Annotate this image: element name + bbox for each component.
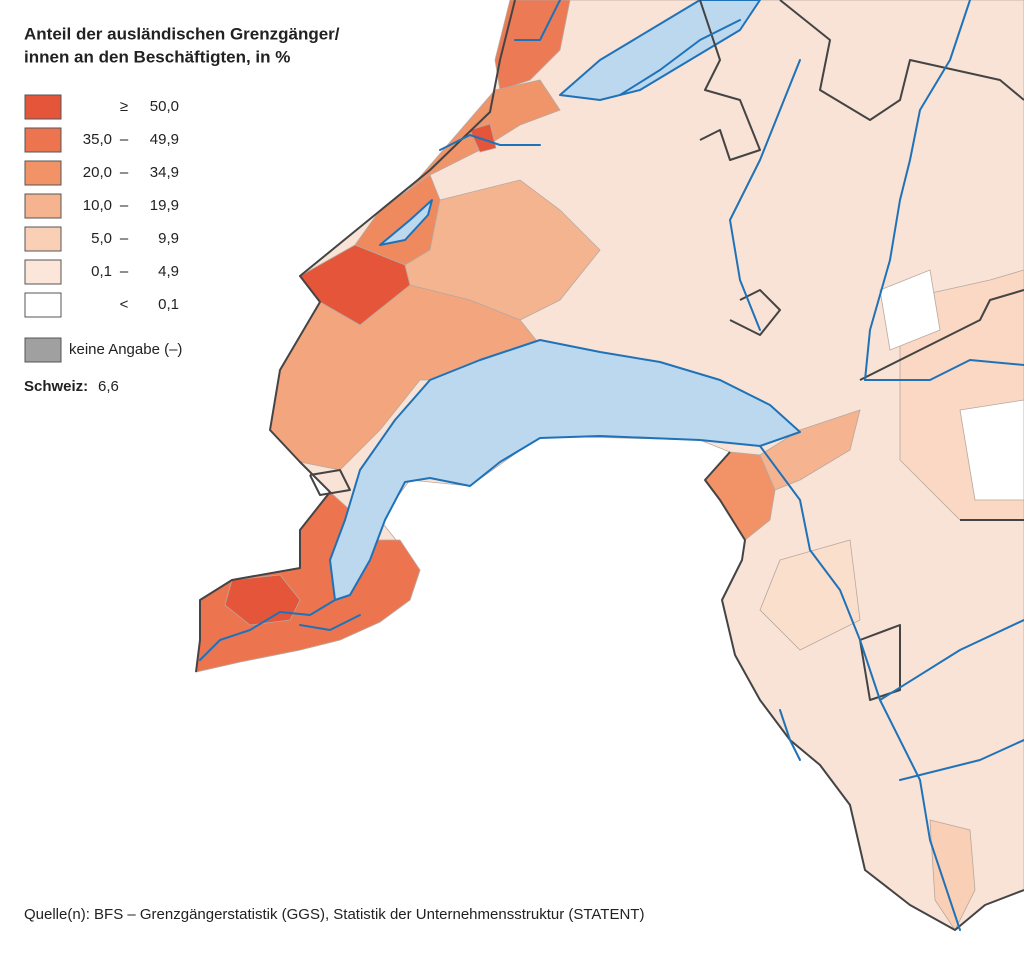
legend-symbol: – <box>120 131 129 148</box>
map <box>195 0 1024 931</box>
legend-low: 5,0 <box>91 230 112 247</box>
legend-swatch <box>24 160 62 186</box>
canton-border <box>729 289 781 336</box>
legend-symbol: – <box>120 263 129 280</box>
title-line: innen an den Beschäftigten, in % <box>24 47 290 66</box>
zone <box>929 819 976 931</box>
legend-symbol: – <box>120 164 129 181</box>
canton-border <box>309 469 351 496</box>
zone <box>959 399 1024 501</box>
canton-border <box>779 0 1024 121</box>
river <box>864 359 1024 381</box>
legend-high: 9,9 <box>158 230 179 247</box>
zone <box>879 269 941 351</box>
lake-bienne <box>379 199 433 246</box>
title-line: Anteil der ausländischen Grenzgänger/ <box>24 24 340 43</box>
legend-symbol: – <box>120 197 129 214</box>
legend-symbol: – <box>120 230 129 247</box>
legend: Anteil der ausländischen Grenzgänger/ in… <box>24 24 340 395</box>
legend-high: 19,9 <box>150 197 179 214</box>
summary-value: 6,6 <box>98 378 119 395</box>
legend-swatch <box>24 193 62 219</box>
legend-swatch <box>24 337 62 363</box>
canton-border <box>704 451 1024 931</box>
river <box>864 0 971 381</box>
legend-symbol: ≥ <box>120 98 128 115</box>
zone <box>759 539 861 651</box>
source: Quelle(n): BFS – Grenzgängerstatistik (G… <box>24 906 644 923</box>
river <box>439 134 541 151</box>
zone <box>494 0 571 91</box>
legend-high: 34,9 <box>150 164 179 181</box>
river <box>299 614 361 631</box>
legend-low: 35,0 <box>83 131 112 148</box>
zone <box>469 123 497 153</box>
river <box>514 0 561 41</box>
legend-high: 4,9 <box>158 263 179 280</box>
legend-low: 10,0 <box>83 197 112 214</box>
legend-swatch <box>24 259 62 285</box>
zone <box>759 409 861 491</box>
lake-geneva <box>329 339 801 601</box>
river <box>729 59 801 331</box>
canton-border <box>859 624 901 701</box>
zone <box>404 179 601 321</box>
legend-high: 0,1 <box>158 296 179 313</box>
legend-high: 49,9 <box>150 131 179 148</box>
river <box>879 619 1024 701</box>
river <box>759 445 961 931</box>
legend-high: 50,0 <box>150 98 179 115</box>
legend-low: 20,0 <box>83 164 112 181</box>
legend-swatch <box>24 94 62 120</box>
river <box>779 709 801 761</box>
legend-swatch <box>24 292 62 318</box>
legend-swatch <box>24 127 62 153</box>
legend-symbol: < <box>120 296 129 313</box>
river <box>199 599 336 661</box>
summary-label: Schweiz: <box>24 378 88 395</box>
river <box>619 19 741 96</box>
legend-swatch <box>24 226 62 252</box>
canton-border <box>859 289 1024 381</box>
legend-missing: keine Angabe (–) <box>69 341 182 358</box>
river <box>899 739 1024 781</box>
canton-border <box>699 0 761 161</box>
legend-low: 0,1 <box>91 263 112 280</box>
